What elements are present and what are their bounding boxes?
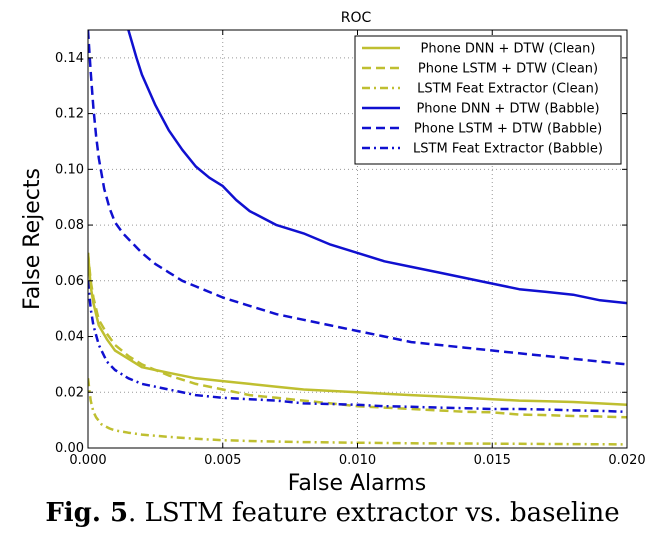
- legend-label-5: Phone LSTM + DTW (Babble): [414, 122, 602, 137]
- x-tick-label: 0.015: [474, 453, 511, 468]
- series-line-3: [88, 378, 627, 446]
- legend-label-3: LSTM Feat Extractor (Clean): [417, 82, 599, 97]
- legend-label-6: LSTM Feat Extractor (Babble): [413, 142, 603, 157]
- y-tick-label: 0.02: [55, 385, 84, 400]
- legend-label-1: Phone DNN + DTW (Clean): [421, 42, 596, 57]
- ticks: 0.000 0.005 0.010 0.015 0.020 0.00 0.02 0.04 0.0…: [55, 30, 646, 468]
- y-tick-label: 0.12: [55, 107, 84, 122]
- roc-chart: ROC 0.000 0.005 0.010 0.015 0.0200.000.020.0…: [20, 10, 646, 496]
- x-tick-label: 0.020: [608, 453, 645, 468]
- legend-label-2: Phone LSTM + DTW (Clean): [418, 62, 598, 77]
- y-axis-title: False Rejects: [20, 168, 45, 310]
- x-tick-label: 0.005: [204, 453, 241, 468]
- legend-label-4: Phone DNN + DTW (Babble): [416, 102, 599, 117]
- x-axis-title: False Alarms: [288, 471, 426, 496]
- series-line-4: [127, 30, 627, 305]
- caption-label: Fig. 5: [45, 498, 129, 528]
- caption-text: . LSTM feature extractor vs. baseline: [128, 498, 620, 528]
- legend-box: [354, 35, 622, 165]
- y-tick-label: 0.06: [55, 274, 84, 289]
- y-tick-label: 0.04: [55, 330, 84, 345]
- series-layer: [88, 30, 627, 446]
- figure-caption: Fig. 5. LSTM feature extractor vs. basel…: [0, 498, 665, 528]
- x-tick-label: 0.010: [339, 453, 376, 468]
- legend: Phone DNN + DTW (Clean) Phone LSTM + DTW …: [354, 35, 622, 165]
- y-tick-label: 0.00: [55, 441, 84, 456]
- series-line-1: [88, 252, 627, 407]
- series-line-5: [88, 30, 627, 366]
- chart-title: ROC: [341, 10, 372, 26]
- series-line-2: [88, 252, 627, 419]
- y-tick-label: 0.08: [55, 218, 84, 233]
- y-tick-label: 0.14: [55, 51, 84, 66]
- y-tick-label: 0.10: [55, 162, 84, 177]
- x-tick-label: 0.000: [69, 453, 106, 468]
